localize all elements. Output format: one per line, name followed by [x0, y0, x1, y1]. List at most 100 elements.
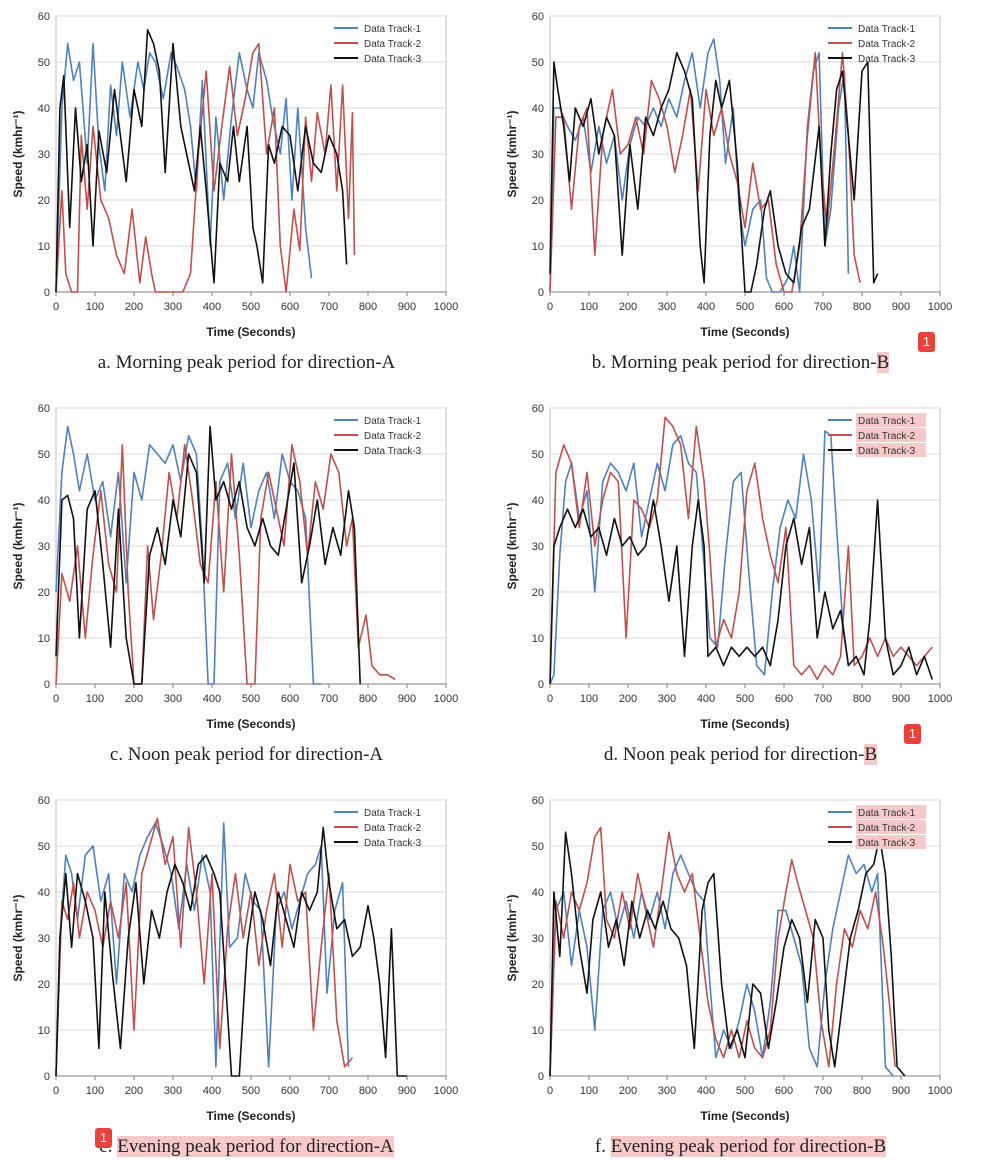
y-tick-label: 50: [532, 841, 544, 853]
legend-entry: Data Track-3: [858, 446, 916, 457]
x-tick-label: 900: [892, 1085, 910, 1097]
legend-entry: Data Track-2: [364, 823, 422, 834]
x-tick-label: 600: [281, 1085, 299, 1097]
legend-entry: Data Track-2: [858, 39, 916, 50]
y-axis-title: Speed (kmhr⁻¹): [505, 502, 519, 589]
legend-entry: Data Track-2: [364, 39, 422, 50]
legend-highlight: [856, 805, 926, 819]
x-tick-label: 100: [580, 1085, 598, 1097]
x-tick-label: 900: [398, 1085, 416, 1097]
x-tick-label: 100: [86, 1085, 104, 1097]
x-tick-label: 800: [359, 693, 377, 705]
x-tick-label: 1000: [434, 1085, 458, 1097]
x-tick-label: 600: [775, 693, 793, 705]
x-tick-label: 200: [125, 693, 143, 705]
x-tick-label: 100: [580, 301, 598, 313]
figure-caption: a. Morning peak period for direction-A: [97, 352, 396, 373]
legend-highlight: [856, 443, 926, 457]
x-axis-title: Time (Seconds): [700, 325, 789, 339]
x-tick-label: 800: [853, 301, 871, 313]
series-line-3: [549, 831, 906, 1077]
x-tick-label: 600: [775, 1085, 793, 1097]
y-tick-label: 10: [532, 633, 544, 645]
chart-panel-5: 0 10 20 30 40 50 60 0 100 200 300 400 500 600 700 800 90…: [0, 784, 493, 1176]
x-tick-label: 0: [547, 301, 553, 313]
y-axis-title: Speed (kmhr⁻¹): [11, 502, 25, 589]
x-tick-label: 300: [658, 693, 676, 705]
x-tick-label: 700: [814, 693, 832, 705]
y-tick-label: 20: [38, 587, 50, 599]
legend-entry: Data Track-1: [364, 416, 422, 427]
x-tick-label: 200: [619, 301, 637, 313]
series-line-3: [55, 425, 361, 685]
chart-panel-1: 0 10 20 30 40 50 60 0 100 200 300 400 500 600 700 800 90…: [0, 0, 493, 392]
x-tick-label: 200: [125, 301, 143, 313]
figure-caption: e. Evening peak period for direction-A: [99, 1136, 394, 1157]
figure-caption: c. Noon peak period for direction-A: [109, 744, 384, 765]
legend-entry: Data Track-3: [858, 54, 916, 65]
x-tick-label: 900: [398, 693, 416, 705]
y-tick-label: 60: [532, 403, 544, 415]
x-axis-title: Time (Seconds): [206, 325, 295, 339]
y-tick-label: 30: [38, 933, 50, 945]
annotation-badge: 1: [904, 724, 921, 744]
legend-entry: Data Track-2: [858, 431, 916, 442]
x-tick-label: 500: [242, 1085, 260, 1097]
x-tick-label: 1000: [928, 301, 952, 313]
y-tick-label: 40: [532, 103, 544, 115]
y-tick-label: 40: [532, 887, 544, 899]
x-tick-label: 600: [775, 301, 793, 313]
legend-entry: Data Track-2: [364, 431, 422, 442]
series-line-3: [55, 826, 407, 1077]
y-tick-label: 50: [38, 841, 50, 853]
x-tick-label: 900: [892, 301, 910, 313]
x-tick-label: 0: [53, 693, 59, 705]
x-tick-label: 200: [619, 1085, 637, 1097]
y-tick-label: 10: [532, 1025, 544, 1037]
y-tick-label: 40: [38, 887, 50, 899]
chart-panel-2: 0 10 20 30 40 50 60 0 100 200 300 400 500 600 700 800 90…: [494, 0, 987, 392]
x-tick-label: 300: [164, 1085, 182, 1097]
x-tick-label: 1000: [434, 301, 458, 313]
y-tick-label: 0: [538, 679, 544, 691]
y-tick-label: 60: [532, 795, 544, 807]
x-tick-label: 400: [697, 693, 715, 705]
y-tick-label: 50: [38, 449, 50, 461]
x-tick-label: 200: [619, 693, 637, 705]
annotation-badge: 1: [918, 332, 935, 352]
y-tick-label: 10: [38, 241, 50, 253]
x-tick-label: 0: [53, 1085, 59, 1097]
x-tick-label: 0: [547, 693, 553, 705]
legend-entry: Data Track-3: [858, 838, 916, 849]
legend-entry: Data Track-1: [858, 808, 916, 819]
legend-entry: Data Track-2: [858, 823, 916, 834]
legend-entry: Data Track-1: [858, 24, 916, 35]
y-tick-label: 50: [532, 449, 544, 461]
y-tick-label: 40: [532, 495, 544, 507]
x-tick-label: 400: [203, 1085, 221, 1097]
chart-panel-4: 0 10 20 30 40 50 60 0 100 200 300 400 500 600 700 800 90…: [494, 392, 987, 784]
x-tick-label: 800: [853, 1085, 871, 1097]
figure-caption: b. Morning peak period for direction-B: [591, 352, 890, 373]
x-axis-title: Time (Seconds): [700, 1109, 789, 1123]
x-tick-label: 700: [814, 1085, 832, 1097]
x-tick-label: 400: [203, 301, 221, 313]
legend-entry: Data Track-3: [364, 838, 422, 849]
y-tick-label: 60: [38, 795, 50, 807]
y-tick-label: 0: [538, 1071, 544, 1083]
series-line-3: [549, 499, 933, 685]
x-tick-label: 1000: [928, 693, 952, 705]
y-tick-label: 30: [38, 149, 50, 161]
x-tick-label: 100: [86, 693, 104, 705]
x-tick-label: 0: [53, 301, 59, 313]
y-tick-label: 50: [38, 57, 50, 69]
x-tick-label: 500: [242, 301, 260, 313]
x-tick-label: 300: [658, 301, 676, 313]
y-tick-label: 0: [44, 287, 50, 299]
